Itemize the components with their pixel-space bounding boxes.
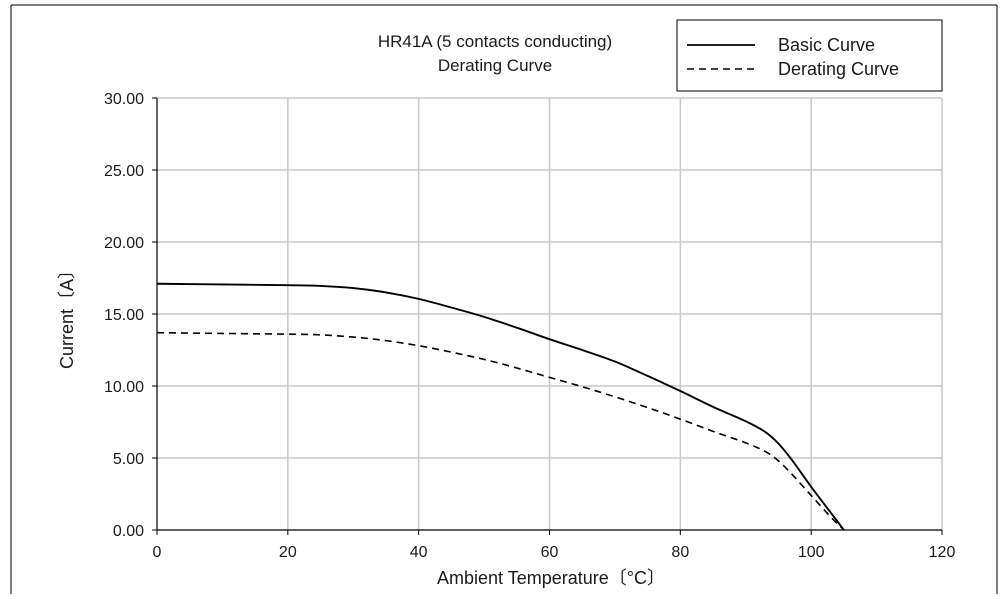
legend-label-derating-curve: Derating Curve: [778, 59, 899, 79]
grid-layer: [157, 97, 943, 530]
y-tick-label: 20.00: [104, 235, 144, 252]
x-tick-label: 20: [279, 544, 297, 561]
legend-box: [676, 19, 943, 92]
x-axis-title: Ambient Temperature〔°C〕: [437, 568, 665, 588]
y-tick-label: 0.00: [113, 523, 144, 540]
y-tick-label: 15.00: [104, 307, 144, 324]
x-tick-label: 60: [541, 544, 559, 561]
y-tick-label: 25.00: [104, 163, 144, 180]
legend-label-basic-curve: Basic Curve: [778, 35, 875, 55]
axis-layer: 0 20 40 60 80 100 120 0.00 5.00 10.00 15.00 20.00 25…: [104, 91, 955, 561]
x-tick-label: 100: [798, 544, 825, 561]
x-tick-label: 80: [671, 544, 689, 561]
x-tick-label: 0: [153, 544, 162, 561]
y-tick-label: 5.00: [113, 451, 144, 468]
x-tick-label: 120: [929, 544, 956, 561]
y-tick-label: 30.00: [104, 91, 144, 108]
chart-title-line-2: Derating Curve: [438, 56, 552, 75]
series-line-basic-curve: [156, 282, 845, 531]
x-tick-label: 40: [410, 544, 428, 561]
y-tick-label: 10.00: [104, 379, 144, 396]
y-axis-title: Current〔A〕: [57, 261, 77, 369]
chart-title-line-1: HR41A (5 contacts conducting): [378, 32, 612, 51]
series-layer: [156, 282, 845, 531]
legend: Basic Curve Derating Curve: [676, 19, 943, 92]
